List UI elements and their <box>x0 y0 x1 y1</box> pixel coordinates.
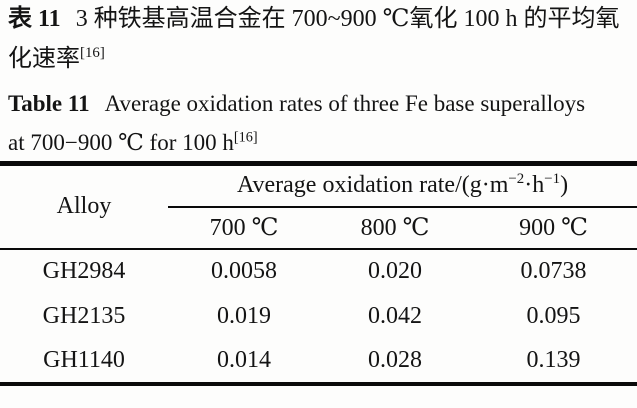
caption-zh-text2: 化速率 <box>8 46 80 72</box>
caption-zh-text: 3 种铁基高温合金在 700~900 ℃氧化 100 h 的平均氧 <box>75 6 620 32</box>
table-row: GH2135 0.019 0.042 0.095 <box>0 294 637 339</box>
alloy-name-cell: GH1140 <box>43 346 125 373</box>
caption-en-text2: at 700−900 ℃ for 100 h <box>8 130 234 155</box>
document: 表 11 3 种铁基高温合金在 700~900 ℃氧化 100 h 的平均氧 化速… <box>0 2 637 386</box>
oxidation-rate-table: Alloy Average oxidation rate/(g·m−2·h−1)… <box>0 161 637 386</box>
table-header: Alloy Average oxidation rate/(g·m−2·h−1)… <box>0 163 637 250</box>
group-header-text: ·h <box>524 172 545 199</box>
rate-cell-700c: 0.0058 <box>211 258 277 284</box>
table-row: GH1140 0.014 0.028 0.139 <box>0 339 637 384</box>
rate-cell-900c: 0.0738 <box>520 258 587 284</box>
rate-cell-700c: 0.014 <box>217 346 271 373</box>
column-header-700c: 700 ℃ <box>168 206 320 250</box>
table-header-row-temps: 700 ℃ 800 ℃ 900 ℃ <box>0 206 637 250</box>
rate-cell-800c: 0.042 <box>368 302 422 329</box>
table-body: GH2984 0.0058 0.020 0.0738 GH2135 0.019 … <box>0 249 637 384</box>
citation-ref: [16] <box>233 129 258 146</box>
table-header-row-group: Alloy Average oxidation rate/(g·m−2·h−1) <box>0 163 637 250</box>
rate-cell-900c: 0.139 <box>526 346 581 373</box>
rate-cell-800c: 0.028 <box>368 346 422 373</box>
group-header-oxidation-rate: Average oxidation rate/(g·m−2·h−1) <box>168 163 637 208</box>
group-header-text: Average oxidation rate/(g·m <box>236 172 509 199</box>
column-header-alloy: Alloy <box>0 163 168 250</box>
unit-exponent: −2 <box>508 171 525 188</box>
rate-cell-700c: 0.019 <box>217 302 271 329</box>
table-row: GH2984 0.0058 0.020 0.0738 <box>0 249 637 294</box>
caption-en-line2: at 700−900 ℃ for 100 h[16] <box>0 127 637 159</box>
column-header-800c: 800 ℃ <box>320 206 470 250</box>
alloy-name-cell: GH2135 <box>42 302 126 329</box>
caption-en-label: Table 11 <box>8 91 90 116</box>
unit-exponent: −1 <box>544 171 561 188</box>
group-header-text: ) <box>560 172 569 199</box>
caption-zh-label: 表 11 <box>8 6 61 32</box>
rate-cell-800c: 0.020 <box>368 258 422 284</box>
column-header-900c: 900 ℃ <box>470 206 637 250</box>
caption-zh-line2: 化速率[16] <box>0 42 637 76</box>
caption-en-line1: Table 11 Average oxidation rates of three… <box>0 88 637 120</box>
caption-en-text: Average oxidation rates of three Fe base… <box>104 91 586 116</box>
caption-zh-line1: 表 11 3 种铁基高温合金在 700~900 ℃氧化 100 h 的平均氧 <box>0 2 637 36</box>
rate-cell-900c: 0.095 <box>526 302 581 329</box>
citation-ref: [16] <box>80 45 105 61</box>
alloy-name-cell: GH2984 <box>42 258 126 284</box>
